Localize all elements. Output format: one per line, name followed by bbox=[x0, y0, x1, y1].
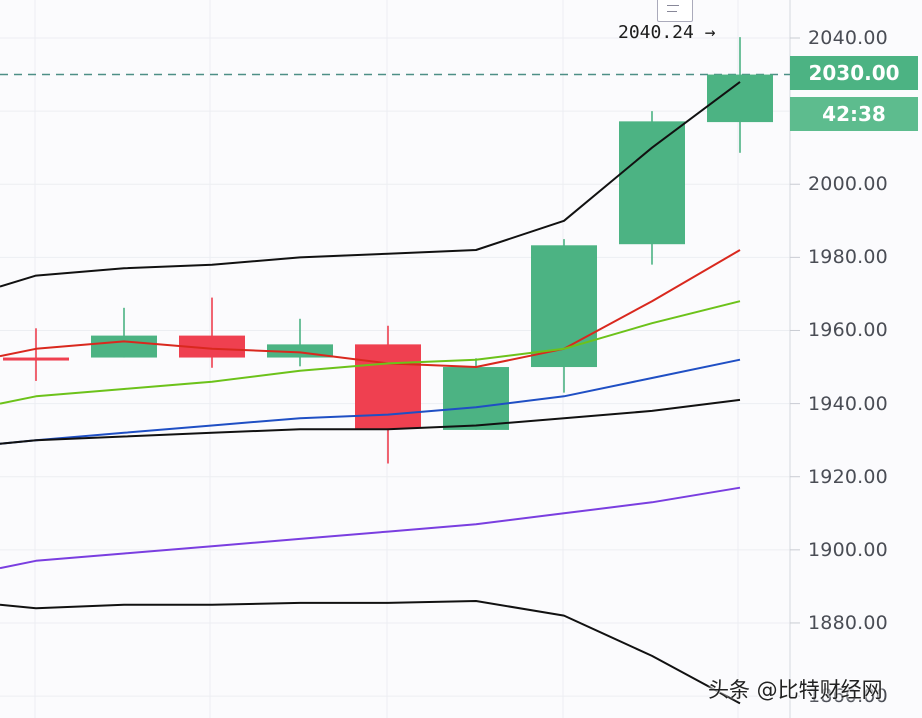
high-price-annotation: 2040.24 → bbox=[618, 22, 716, 43]
indicator-line-ma-purple bbox=[0, 486, 741, 570]
indicator-line-lower-band bbox=[0, 600, 741, 705]
axis-label: 1940.00 bbox=[808, 392, 888, 415]
indicator-line-ma-blue bbox=[0, 358, 741, 445]
axis-label: 1880.00 bbox=[808, 611, 888, 634]
watermark: 头条 @比特财经网 bbox=[708, 678, 883, 702]
axis-label: 2040.00 bbox=[808, 27, 888, 49]
last-price-tag: 2030.00 bbox=[790, 56, 918, 90]
axis-label: 1860.00 bbox=[808, 685, 888, 708]
axis-label: 1900.00 bbox=[808, 538, 888, 561]
indicator-line-ma-green bbox=[0, 300, 741, 405]
note-icon[interactable] bbox=[657, 0, 693, 22]
indicator-line-upper-band bbox=[0, 81, 741, 288]
candle-body bbox=[531, 245, 597, 368]
countdown-tag: 42:38 bbox=[790, 97, 918, 131]
axis-label: 1920.00 bbox=[808, 465, 888, 488]
indicator-line-mid-black bbox=[0, 398, 741, 445]
candle-body bbox=[91, 335, 157, 358]
candle-body bbox=[179, 335, 245, 358]
axis-label: 2000.00 bbox=[808, 173, 888, 196]
axis-label: 1960.00 bbox=[808, 319, 888, 342]
candle-body bbox=[443, 367, 509, 430]
candle-body bbox=[3, 357, 69, 361]
indicator-line-ma-red bbox=[0, 249, 741, 368]
candle-body bbox=[619, 121, 685, 245]
axis-label: 1980.00 bbox=[808, 246, 888, 269]
